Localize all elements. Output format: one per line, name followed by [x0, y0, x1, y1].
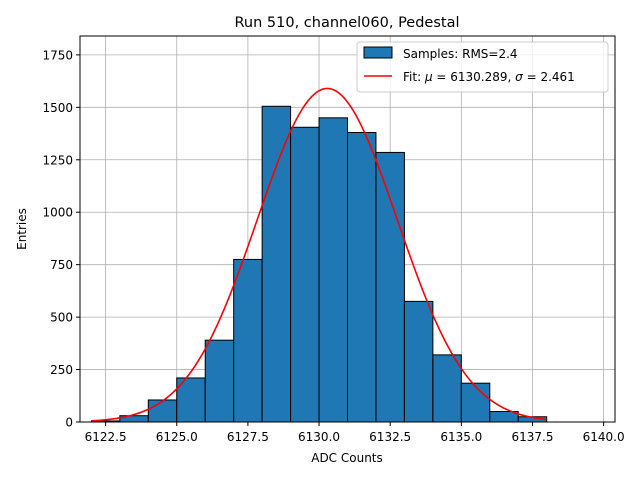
y-tick-label: 1250	[42, 153, 73, 167]
y-tick-label: 0	[65, 416, 73, 430]
y-tick-label: 500	[50, 311, 73, 325]
histogram-bar	[147, 399, 178, 423]
histogram-bar	[347, 132, 377, 423]
x-tick-label: 6122.5	[85, 430, 127, 444]
histogram-bar	[261, 105, 292, 423]
histogram-bar	[290, 126, 320, 423]
x-tick-label: 6135.0	[440, 430, 482, 444]
legend: Samples: RMS=2.4 Fit: μ = 6130.289, σ = …	[356, 41, 609, 93]
x-tick-label: 6125.0	[156, 430, 198, 444]
histogram-bar	[318, 117, 348, 423]
y-axis-ticks: 0 250 500 750 1000 1250 1500 1750	[42, 48, 80, 430]
legend-histogram-swatch	[363, 46, 393, 59]
histogram-bar	[233, 258, 263, 423]
x-axis-ticks: 6122.5 6125.0 6127.5 6130.0 6132.5 6135.0 6137…	[85, 422, 625, 444]
chart-title: Run 510, channel060, Pedestal	[234, 15, 459, 31]
y-tick-label: 1500	[42, 101, 73, 115]
x-tick-label: 6140.0	[583, 430, 625, 444]
x-tick-label: 6137.5	[511, 430, 553, 444]
x-axis-label: ADC Counts	[311, 451, 383, 465]
histogram-bar	[460, 382, 491, 423]
legend-histogram-label: Samples: RMS=2.4	[403, 47, 518, 61]
y-tick-label: 250	[50, 363, 73, 377]
x-tick-label: 6130.0	[298, 430, 340, 444]
y-axis-label: Entries	[15, 208, 29, 250]
legend-box	[356, 41, 609, 93]
y-tick-label: 1750	[42, 48, 73, 62]
histogram-bar	[403, 300, 434, 423]
histogram-bar	[432, 354, 462, 423]
histogram-bar	[375, 151, 405, 423]
y-tick-label: 1000	[42, 206, 73, 220]
plot-frame	[79, 35, 616, 423]
y-tick-label: 750	[50, 258, 73, 272]
fit-curve	[91, 87, 547, 422]
x-tick-label: 6127.5	[227, 430, 269, 444]
histogram-bar	[204, 339, 235, 423]
x-tick-label: 6132.5	[369, 430, 411, 444]
legend-fit-label: Fit: μ = 6130.289, σ = 2.461	[403, 70, 575, 84]
